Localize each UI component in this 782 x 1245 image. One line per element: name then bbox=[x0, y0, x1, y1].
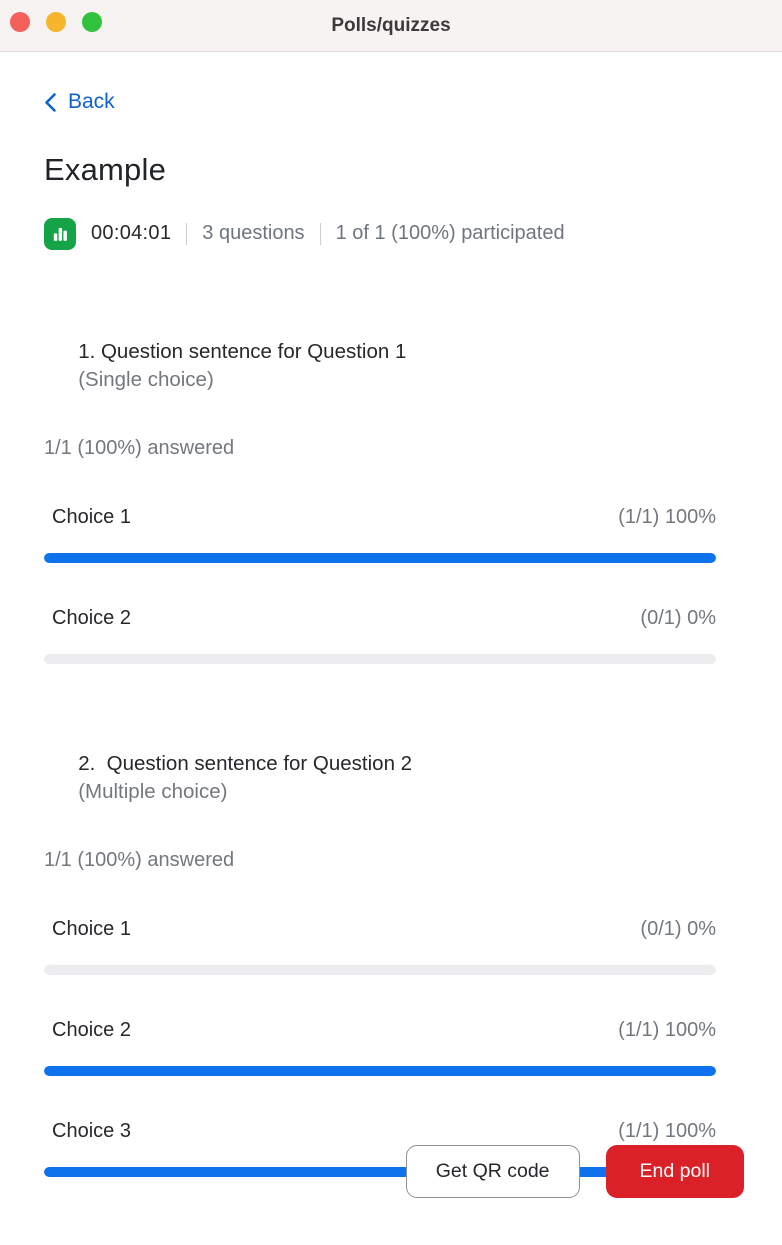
choice-stat: (0/1) 0% bbox=[640, 917, 716, 940]
choice-stat: (1/1) 100% bbox=[618, 1018, 716, 1041]
minimize-window-button[interactable] bbox=[46, 12, 66, 32]
poll-stats-row: 00:04:01 3 questions 1 of 1 (100%) parti… bbox=[44, 217, 716, 250]
close-window-button[interactable] bbox=[10, 12, 30, 32]
choice-label: Choice 1 bbox=[52, 917, 131, 940]
title-bar: Polls/quizzes bbox=[0, 0, 782, 52]
questions-list: 1. Question sentence for Question 1 (Sin… bbox=[44, 310, 716, 1245]
choices-list: Choice 1 (1/1) 100% Choice 2 (0/1) 0% bbox=[44, 504, 716, 664]
choice-label: Choice 2 bbox=[52, 1018, 131, 1041]
question-title: 2. Question sentence for Question 2 bbox=[78, 751, 418, 775]
question-block: 2. Question sentence for Question 2 (Mul… bbox=[44, 722, 716, 1177]
result-bar-fill bbox=[44, 552, 716, 563]
chevron-left-icon bbox=[45, 92, 56, 112]
choice-result: Choice 1 (1/1) 100% bbox=[44, 504, 716, 563]
result-bar-track bbox=[44, 964, 716, 975]
window-controls bbox=[10, 12, 102, 32]
choices-list: Choice 1 (0/1) 0% Choice 2 (1/1) 100% Ch… bbox=[44, 916, 716, 1177]
choice-stat: (0/1) 0% bbox=[640, 606, 716, 629]
result-bar-track bbox=[44, 552, 716, 563]
poll-timer: 00:04:01 bbox=[91, 222, 172, 244]
choice-result: Choice 2 (0/1) 0% bbox=[44, 605, 716, 664]
poll-chart-icon bbox=[44, 217, 76, 250]
question-title: 1. Question sentence for Question 1 bbox=[78, 339, 413, 363]
back-label: Back bbox=[68, 90, 115, 113]
get-qr-code-button[interactable]: Get QR code bbox=[405, 1145, 580, 1198]
back-button[interactable]: Back bbox=[44, 90, 115, 114]
end-poll-button[interactable]: End poll bbox=[605, 1145, 744, 1198]
choice-label: Choice 2 bbox=[52, 606, 131, 629]
result-bar-track bbox=[44, 653, 716, 664]
choice-label: Choice 1 bbox=[52, 505, 131, 528]
choice-stat: (1/1) 100% bbox=[618, 505, 716, 528]
question-type: (Multiple choice) bbox=[78, 779, 228, 803]
result-bar-track bbox=[44, 1166, 716, 1177]
zoom-window-button[interactable] bbox=[82, 12, 102, 32]
poll-results-panel: Back Example 00:04:01 3 questions 1 of 1… bbox=[0, 52, 782, 1245]
window-title: Polls/quizzes bbox=[331, 14, 451, 36]
question-block: 1. Question sentence for Question 1 (Sin… bbox=[44, 310, 716, 664]
result-bar-track bbox=[44, 1065, 716, 1076]
choice-label: Choice 3 bbox=[52, 1119, 131, 1142]
participation-stat: 1 of 1 (100%) participated bbox=[335, 222, 565, 244]
choice-result: Choice 3 (1/1) 100% bbox=[44, 1118, 716, 1177]
question-answered-stat: 1/1 (100%) answered bbox=[44, 848, 235, 871]
question-type: (Single choice) bbox=[78, 367, 214, 391]
question-answered-stat: 1/1 (100%) answered bbox=[44, 436, 235, 459]
poll-title: Example bbox=[44, 151, 167, 187]
questions-count: 3 questions bbox=[202, 222, 305, 244]
choice-result: Choice 2 (1/1) 100% bbox=[44, 1017, 716, 1076]
choice-result: Choice 1 (0/1) 0% bbox=[44, 916, 716, 975]
question-block: 3. Question sentence for Question 3 (Sho… bbox=[44, 1235, 716, 1245]
result-bar-fill bbox=[44, 1065, 716, 1076]
result-bar-fill bbox=[44, 1166, 716, 1177]
stats-divider bbox=[319, 222, 321, 245]
footer-actions: Get QR code End poll bbox=[405, 1145, 744, 1198]
stats-divider bbox=[186, 222, 188, 245]
choice-stat: (1/1) 100% bbox=[618, 1119, 716, 1142]
